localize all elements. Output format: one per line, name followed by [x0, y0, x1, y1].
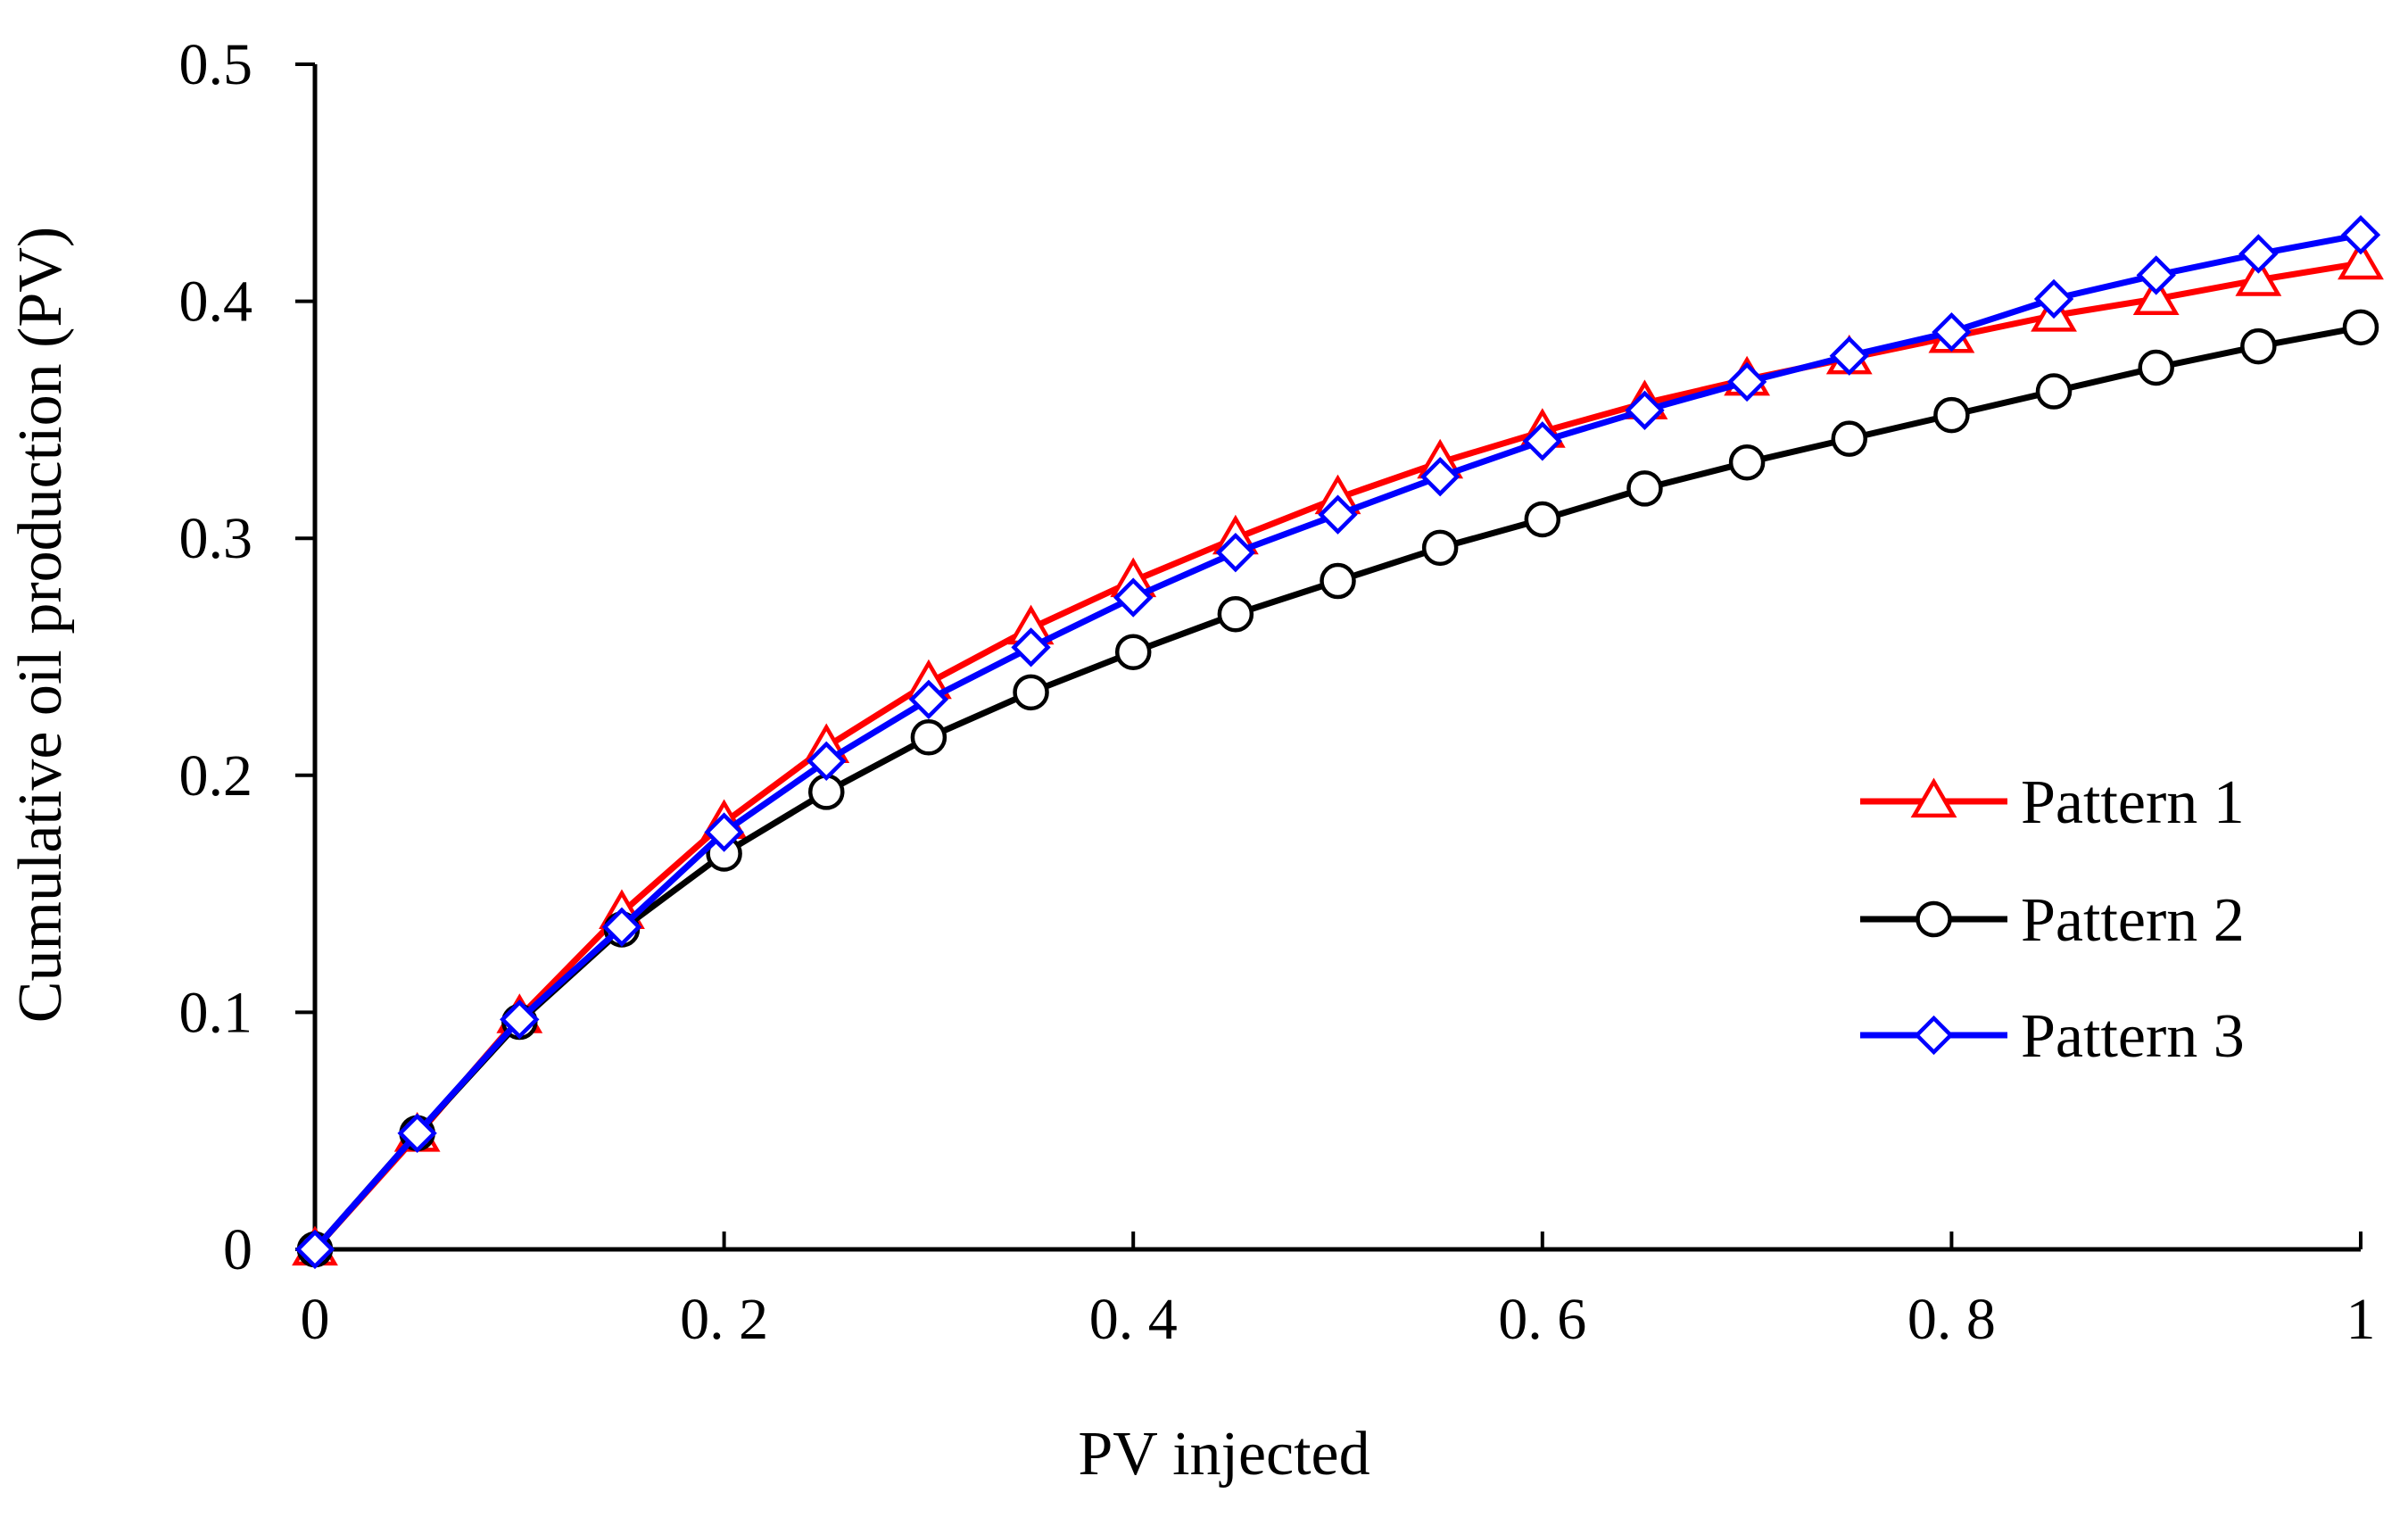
- legend: Pattern 1 Pattern 2 Pattern 3: [1860, 768, 2245, 1071]
- x-tick-label: 1: [2346, 1287, 2376, 1352]
- data-point: [1831, 420, 1867, 457]
- y-tick-label: 0.5: [179, 32, 253, 97]
- data-point: [397, 1113, 437, 1154]
- y-axis-title: Cumulative oil production (PV): [6, 227, 75, 1023]
- data-point: [1114, 634, 1152, 670]
- x-tick-label: 0. 4: [1089, 1287, 1178, 1352]
- x-axis-title: PV injected: [1078, 1420, 1369, 1489]
- data-point: [1318, 494, 1358, 535]
- data-point: [500, 999, 540, 1040]
- series-3: [294, 215, 2381, 1270]
- legend-item: Pattern 1: [1860, 768, 2245, 837]
- y-tick-label: 0.3: [179, 506, 253, 571]
- data-point: [1726, 361, 1767, 402]
- data-point: [601, 907, 642, 947]
- data-point: [1421, 529, 1459, 567]
- axes: [312, 64, 2361, 1252]
- data-point: [1419, 456, 1461, 497]
- ticks: 0 0. 2 0. 4 0. 6 0. 8 1 0 0.1 0.2 0.3 0.4 0.5: [179, 32, 2376, 1352]
- data-point: [1113, 577, 1154, 618]
- data-point: [1320, 562, 1356, 600]
- data-point: [1215, 532, 1256, 573]
- data-point: [807, 741, 847, 782]
- legend-item: Pattern 3: [1860, 1002, 2245, 1071]
- legend-marker-icon: [1914, 1015, 1954, 1056]
- data-point: [2138, 349, 2174, 386]
- legend-label: Pattern 1: [2021, 768, 2245, 837]
- data-point: [2240, 328, 2277, 365]
- legend-marker-icon: [1916, 900, 1952, 938]
- y-tick-label: 0.2: [179, 743, 253, 809]
- data-point: [2035, 373, 2073, 410]
- series-line: [312, 260, 2362, 1252]
- x-tick-label: 0. 6: [1498, 1287, 1586, 1352]
- data-point: [1728, 444, 1766, 481]
- data-point: [1626, 470, 1663, 507]
- data-point: [2238, 234, 2279, 274]
- data-point: [2338, 239, 2384, 280]
- legend-marker-icon: [1910, 777, 1957, 818]
- x-tick-label: 0. 8: [1907, 1287, 1996, 1352]
- legend-item: Pattern 2: [1860, 886, 2245, 955]
- data-point: [2033, 278, 2074, 319]
- data-point: [1933, 396, 1970, 434]
- legend-label: Pattern 2: [2021, 886, 2245, 955]
- data-point: [1524, 501, 1561, 538]
- x-tick-label: 0. 2: [680, 1287, 768, 1352]
- legend-label: Pattern 3: [2021, 1002, 2245, 1071]
- y-tick-label: 0.4: [179, 270, 253, 335]
- data-point: [294, 1229, 335, 1270]
- data-point: [2340, 215, 2381, 255]
- data-point: [704, 812, 744, 852]
- data-point: [910, 719, 947, 756]
- data-point: [1829, 336, 1869, 376]
- data-point: [1522, 421, 1562, 461]
- x-tick-label: 0: [301, 1287, 330, 1352]
- data-point: [1013, 674, 1049, 711]
- data-point: [908, 679, 949, 719]
- y-tick-label: 0.1: [179, 980, 253, 1045]
- data-point: [1625, 390, 1665, 430]
- y-tick-label: 0: [223, 1217, 252, 1282]
- series-layer: [292, 215, 2384, 1270]
- data-point: [1932, 311, 1972, 352]
- data-point: [1217, 595, 1254, 633]
- data-point: [2132, 275, 2180, 316]
- data-point: [2235, 256, 2282, 296]
- data-point: [2342, 309, 2379, 346]
- data-point: [1011, 627, 1051, 668]
- data-point: [2136, 255, 2176, 295]
